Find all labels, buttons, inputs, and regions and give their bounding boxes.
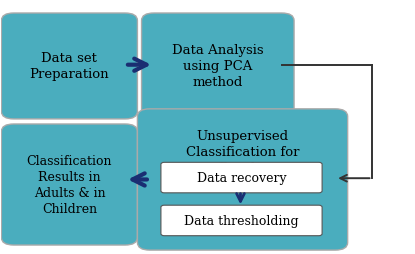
FancyBboxPatch shape [1,14,137,119]
FancyBboxPatch shape [161,205,322,236]
FancyBboxPatch shape [1,124,137,245]
Text: Unsupervised
Classification for
Results: Unsupervised Classification for Results [186,130,299,174]
FancyBboxPatch shape [142,14,294,119]
FancyBboxPatch shape [161,163,322,193]
Text: Data set
Preparation: Data set Preparation [29,52,109,81]
Text: Data recovery: Data recovery [197,171,286,184]
Text: Data Analysis
using PCA
method: Data Analysis using PCA method [172,44,264,89]
Text: Classification
Results in
Adults & in
Children: Classification Results in Adults & in Ch… [27,154,112,215]
Text: Data thresholding: Data thresholding [184,214,299,227]
FancyBboxPatch shape [137,109,348,250]
